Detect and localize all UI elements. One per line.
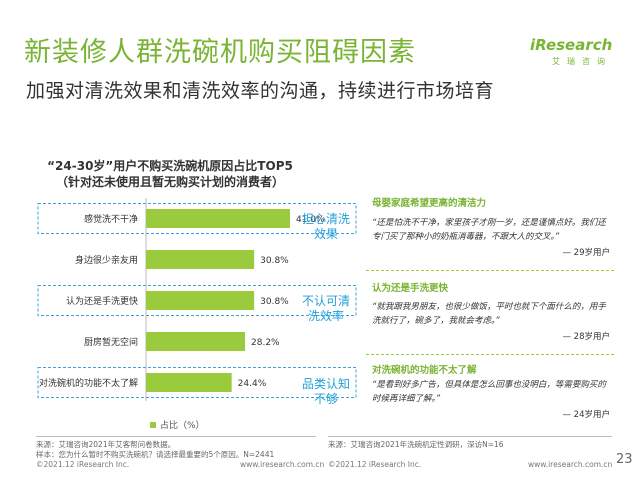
quote-divider-1 [366,270,614,271]
bar-2 [146,250,255,269]
value-label-5: 24.4% [238,379,267,389]
source-rule-right [328,436,612,437]
quote-title-2: 认为还是手洗更快 [372,283,449,294]
bar-3 [146,291,255,310]
quote-text-2: “就我跟我男朋友，也很少做饭，平时也就下个面什么的，用手洗就行了，碗多了，我就会… [372,302,606,326]
bar-5 [146,373,232,392]
source-left-line1: 来源：艾瑞咨询2021年艾客帮问卷数据。 [36,440,176,449]
quote-2: “就我跟我男朋友，也很少做饭，平时也就下个面什么的，用手洗就行了，碗多了，我就会… [366,300,614,342]
logo-text: iResearch [530,36,613,54]
legend-label: 占比（%） [160,421,205,431]
highlight-box-5 [37,367,357,398]
note-cleaning-efficiency: 不认可清洗效率 [301,294,350,323]
quote-text-3: “是看到好多广告，但具体是怎么回事也没明白，等需要购买的时候再详细了解。” [372,380,606,404]
value-label-1: 41.0% [296,215,325,225]
category-label-5: 对洗碗机的功能不太了解 [39,377,138,389]
category-label-4: 厨房暂无空间 [84,336,138,348]
value-label-2: 30.8% [260,256,289,266]
legend-swatch [150,421,156,428]
page-title: 新装修人群洗碗机购买阻碍因素 [24,37,416,68]
bar-1 [146,209,290,228]
category-label-3: 认为还是手洗更快 [66,295,138,307]
source-left-line2: 样本：您为什么暂时不购买洗碗机？请选择最重要的5个原因。N=2441 [36,450,275,459]
source-right: 来源：艾瑞咨询2021年洗碗机定性调研，深访N=16 [328,440,504,449]
footer-url-right: www.iresearch.com.cn [528,460,613,469]
quote-3: “是看到好多广告，但具体是怎么回事也没明白，等需要购买的时候再详细了解。” — … [366,378,614,420]
note-cleaning-effect: 担心清洗效果 [301,212,350,241]
value-label-4: 28.2% [251,338,280,348]
chart-title-line2: （针对还未使用且暂无购买计划的消费者） [55,175,284,189]
quote-author-2: — 28岁用户 [562,332,610,342]
value-label-3: 30.8% [260,297,289,307]
quote-title-1: 母婴家庭希望更高的清洁力 [372,198,487,209]
quote-title-3: 对洗碗机的功能不太了解 [372,365,477,376]
chart-title: “24-30岁”用户不购买洗碗机原因占比TOP5 （针对还未使用且暂无购买计划的… [20,158,320,190]
bar-4 [146,332,246,351]
highlight-box-3 [37,285,357,316]
quote-1: “还是怕洗不干净，家里孩子才刚一岁，还是谨慎点好。我们还专门买了那种小的奶瓶消毒… [366,216,614,258]
iresearch-logo: iResearch 艾瑞咨询 [530,36,613,70]
footer-copyright-right: ©2021.12 iResearch Inc. [328,460,422,469]
chart-title-line1: “24-30岁”用户不购买洗碗机原因占比TOP5 [47,159,293,173]
note-category-awareness: 品类认知不够 [301,377,350,406]
quote-author-1: — 29岁用户 [562,248,610,258]
quote-text-1: “还是怕洗不干净，家里孩子才刚一岁，还是谨慎点好。我们还专门买了那种小的奶瓶消毒… [372,218,606,242]
highlight-box-1 [37,203,357,234]
category-label-2: 身边很少亲友用 [75,254,138,266]
source-rule-left [36,436,316,437]
source-left: 来源：艾瑞咨询2021年艾客帮问卷数据。 样本：您为什么暂时不购买洗碗机？请选择… [36,440,274,460]
footer-copyright-left: ©2021.12 iResearch Inc. [36,460,130,469]
page-number: 23 [616,452,633,467]
quote-divider-2 [366,354,614,355]
quote-author-3: — 24岁用户 [562,410,610,420]
logo-subtext: 艾瑞咨询 [552,57,612,66]
category-label-1: 感觉洗不干净 [84,213,138,225]
page-subtitle: 加强对清洗效果和清洗效率的沟通，持续进行市场培育 [26,80,495,102]
chart-legend: 占比（%） [150,418,205,431]
footer-url-left: www.iresearch.com.cn [240,460,325,469]
